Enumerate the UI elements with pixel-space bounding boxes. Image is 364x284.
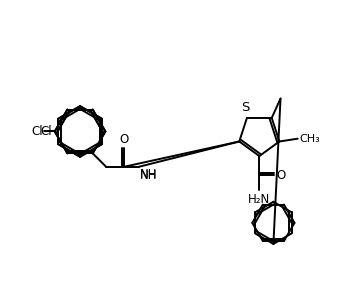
Text: NH: NH — [140, 169, 157, 182]
Text: Cl: Cl — [40, 125, 52, 138]
Text: S: S — [241, 101, 249, 114]
Text: NH: NH — [140, 168, 158, 181]
Text: H₂N: H₂N — [248, 193, 270, 206]
Text: Cl: Cl — [32, 125, 44, 138]
Text: O: O — [120, 133, 129, 146]
Text: CH₃: CH₃ — [300, 134, 321, 144]
Text: O: O — [276, 169, 285, 182]
